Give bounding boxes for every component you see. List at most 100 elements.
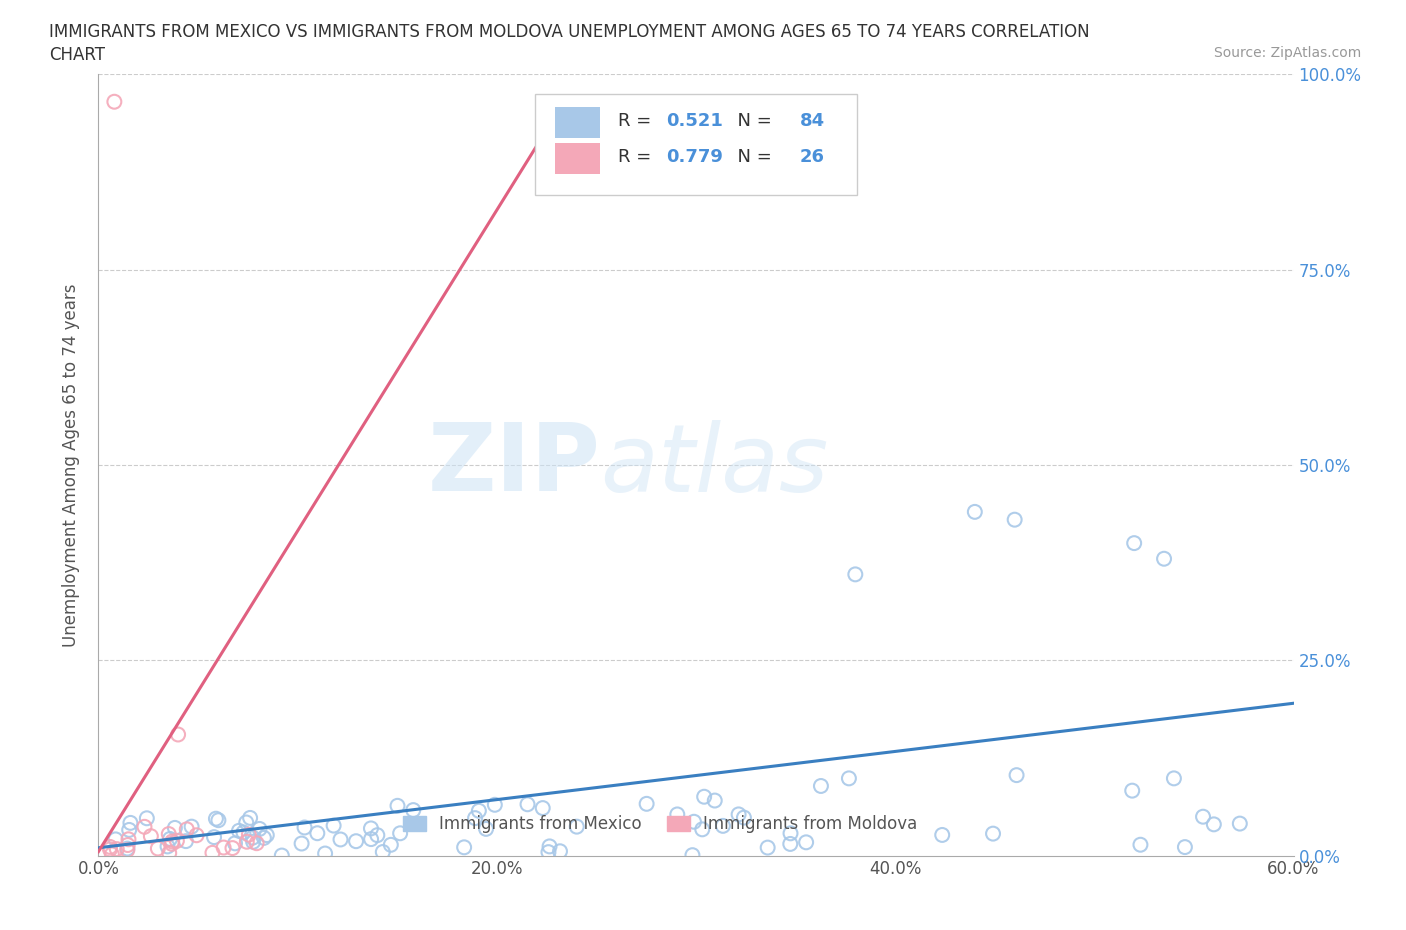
Point [180,819,202,834]
Point [344,834,367,849]
Point [228,823,250,838]
Point [1174,840,1197,855]
Point [636,796,658,811]
Point [103,94,125,109]
Point [727,807,749,822]
FancyBboxPatch shape [555,107,600,139]
Point [139,829,162,844]
Point [693,790,716,804]
Point [238,828,260,843]
FancyBboxPatch shape [555,143,600,175]
Point [256,828,278,843]
Point [1153,551,1175,566]
Text: N =: N = [725,113,778,130]
Point [157,827,180,842]
Point [159,831,181,846]
Point [484,797,506,812]
Point [118,822,141,837]
Point [537,844,560,859]
Text: ZIP: ZIP [427,419,600,511]
Point [156,839,179,854]
Point [104,832,127,847]
Point [221,841,243,856]
Point [464,811,486,826]
Point [174,833,197,848]
Point [253,830,276,845]
Text: N =: N = [725,148,778,166]
Y-axis label: Unemployment Among Ages 65 to 74 years: Unemployment Among Ages 65 to 74 years [62,284,80,646]
Point [160,834,183,849]
Text: atlas: atlas [600,419,828,511]
Point [690,822,713,837]
Point [157,845,180,860]
Point [666,807,689,822]
Point [387,798,409,813]
Point [201,845,224,860]
Point [756,840,779,855]
Text: Source: ZipAtlas.com: Source: ZipAtlas.com [1213,46,1361,60]
Text: 26: 26 [800,148,825,166]
Point [135,811,157,826]
Point [681,848,703,863]
Point [163,820,186,835]
Point [838,771,860,786]
Point [703,793,725,808]
Point [541,102,564,117]
Point [224,836,246,851]
Point [202,830,225,844]
Point [516,797,538,812]
Point [1229,817,1251,831]
Point [1163,771,1185,786]
Point [176,822,198,837]
Text: IMMIGRANTS FROM MEXICO VS IMMIGRANTS FROM MOLDOVA UNEMPLOYMENT AMONG AGES 65 TO : IMMIGRANTS FROM MEXICO VS IMMIGRANTS FRO… [49,23,1090,41]
Point [468,804,491,818]
Point [794,835,817,850]
Point [246,836,269,851]
FancyBboxPatch shape [534,94,858,195]
Point [402,803,425,817]
Point [117,841,139,856]
Legend: Immigrants from Mexico, Immigrants from Moldova: Immigrants from Mexico, Immigrants from … [396,808,924,840]
Point [134,819,156,834]
Text: CHART: CHART [49,46,105,64]
Text: R =: R = [619,113,657,130]
Point [1121,783,1143,798]
Point [160,836,183,851]
Point [1004,512,1026,527]
Point [101,847,124,862]
Point [98,840,121,855]
Text: R =: R = [619,148,657,166]
Point [120,816,142,830]
Point [931,828,953,843]
Point [242,830,264,845]
Point [779,826,801,841]
Point [291,836,314,851]
Point [235,815,257,830]
Point [380,837,402,852]
Point [207,813,229,828]
Point [360,821,382,836]
Point [711,818,734,833]
Point [548,844,571,858]
Point [360,831,382,846]
Point [205,811,228,826]
Point [981,826,1004,841]
Point [733,810,755,825]
Point [1123,536,1146,551]
Point [538,839,561,854]
Point [239,810,262,825]
Point [779,836,801,851]
Point [236,834,259,849]
Point [1202,817,1225,831]
Point [366,828,388,843]
Text: 0.779: 0.779 [666,148,723,166]
Point [105,842,128,857]
Text: 0.521: 0.521 [666,113,723,130]
Point [810,778,832,793]
Point [371,844,394,859]
Point [117,831,139,846]
Point [167,727,190,742]
Point [307,826,329,841]
Point [475,821,498,836]
Point [389,826,412,841]
